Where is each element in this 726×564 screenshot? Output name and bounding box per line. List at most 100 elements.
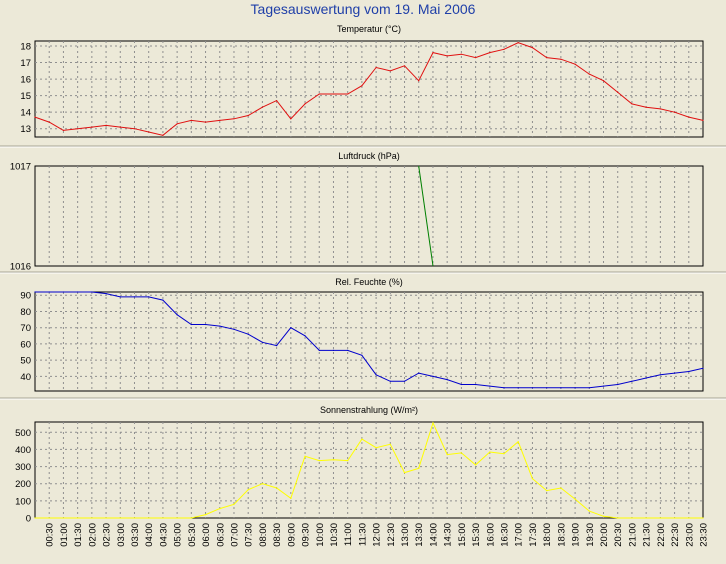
x-tick-label: 01:00 [59,523,70,547]
data-point [276,487,278,489]
data-point [674,111,676,113]
data-point [574,387,576,389]
data-point [446,55,448,57]
data-point [617,517,619,519]
data-point [588,510,590,512]
data-point [475,464,477,466]
data-point [659,108,662,110]
data-point [361,354,363,356]
x-tick-label: 14:30 [443,523,454,547]
chart-title: Temperatur (°C) [337,24,401,34]
x-tick-label: 12:00 [372,523,383,547]
y-tick-label: 14 [20,108,31,119]
data-point [233,118,235,120]
data-point [645,377,647,379]
data-point [645,517,647,519]
x-tick-label: 04:30 [158,523,169,547]
data-point [162,134,164,136]
x-tick-label: 02:30 [102,523,113,547]
data-point [247,114,249,117]
data-point [261,483,263,485]
data-point [560,58,562,60]
series-line [35,421,703,519]
data-point [574,63,576,65]
y-tick-label: 0 [26,514,31,525]
chart-title: Rel. Feuchte (%) [335,277,403,287]
data-point [290,497,292,499]
data-point [91,126,93,128]
data-point [517,387,519,389]
data-point [531,47,534,49]
data-point [432,52,434,54]
data-point [546,387,548,389]
data-point [517,42,519,44]
data-point [602,515,605,517]
x-tick-label: 13:00 [400,523,411,547]
y-tick-label: 40 [20,372,31,383]
x-tick-label: 13:30 [414,523,425,547]
x-tick-label: 20:00 [599,523,610,547]
x-tick-label: 18:00 [542,523,553,547]
series-line [34,42,704,136]
data-point [133,296,136,298]
data-point [489,52,491,54]
x-tick-label: 09:00 [286,523,297,547]
x-axis: 00:30 01:00 01:30 02:00 02:30 03:00 03:30 04:00… [45,523,710,547]
data-point [347,349,349,351]
data-point [574,498,576,500]
data-point [546,57,548,59]
data-point [332,459,335,461]
x-tick-label: 19:30 [585,523,596,547]
data-point [588,73,590,75]
x-tick-label: 15:00 [457,523,468,547]
x-tick-label: 17:00 [514,523,525,547]
chart-panel-1: 13 14 15 16 17 18 Temperatur (°C) [20,24,704,138]
data-point [62,291,64,293]
plot-area [34,421,704,519]
x-tick-label: 00:30 [45,523,56,547]
data-point [77,128,79,130]
data-point [261,106,263,108]
data-point [247,333,249,335]
data-point [119,126,121,128]
y-tick-label: 1017 [10,162,31,173]
data-point [460,53,462,55]
data-point [617,91,619,93]
data-point [347,93,349,95]
x-tick-label: 03:00 [116,523,127,547]
x-tick-label: 11:30 [357,523,368,546]
x-tick-label: 07:00 [230,523,241,547]
data-point [332,349,335,351]
data-point [702,517,704,519]
x-tick-label: 18:30 [556,523,567,547]
data-point [460,383,462,386]
y-tick-label: 90 [20,291,31,302]
y-tick-label: 70 [20,323,31,334]
data-point [304,335,306,337]
x-tick-label: 22:30 [670,523,681,547]
x-tick-label: 08:00 [258,523,269,547]
data-point [34,517,36,519]
x-tick-label: 03:30 [130,523,141,547]
data-point [418,467,420,469]
data-point [162,517,164,519]
data-point [602,385,605,387]
data-point [148,296,150,298]
data-point [318,93,320,95]
x-tick-label: 10:30 [329,523,340,547]
data-point [403,65,406,67]
data-point [133,517,136,519]
data-point [304,103,306,105]
data-point [48,291,50,293]
data-point [460,452,462,454]
data-point [318,460,320,462]
data-point [48,517,50,519]
data-point [375,66,377,69]
data-point [91,517,93,519]
x-tick-label: 10:00 [315,523,326,547]
data-point [176,123,178,125]
data-point [617,383,619,386]
data-point [91,291,93,293]
x-tick-label: 05:30 [187,523,198,547]
data-point [702,367,704,369]
